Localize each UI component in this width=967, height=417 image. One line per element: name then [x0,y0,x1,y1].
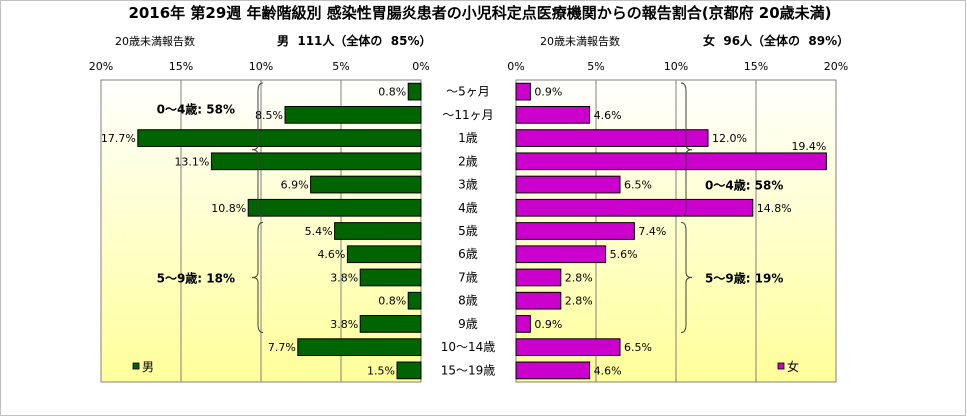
male-group-brace [251,82,264,217]
female-tick-label: 10% [664,60,688,73]
female-legend-swatch [777,362,785,370]
male-bar [346,245,422,264]
male-bar [210,152,422,171]
male-tick-label: 5% [332,60,349,73]
age-category-label: 1歳 [458,131,478,145]
female-bar [515,129,709,147]
female-tick-label: 20% [824,60,848,73]
female-value-label: 6.5% [624,179,652,192]
female-group-label: 5～9歳: 19% [705,270,783,285]
female-value-label: 5.6% [610,248,638,261]
chart-title: 2016年 第29週 年齢階級別 感染性胃腸炎患者の小児科定点医療機関からの報告… [128,4,831,22]
male-bar [359,268,422,287]
female-bar [515,222,635,240]
age-category-label: ～5ヶ月 [446,85,490,99]
male-bar [407,82,422,101]
male-group-label: 5～9歳: 18% [157,270,235,285]
female-tick-label: 5% [587,60,604,73]
female-header-left: 20歳未満報告数 [540,35,620,48]
female-value-label: 4.6% [594,109,622,122]
female-value-label: 14.8% [757,202,792,215]
female-bar [515,245,607,264]
male-bar [334,222,422,240]
female-value-label: 4.6% [594,364,622,377]
female-value-label: 6.5% [624,341,652,354]
male-value-label: 3.8% [330,318,358,331]
female-value-label: 2.8% [565,271,593,284]
male-value-label: 1.5% [367,364,395,377]
male-legend-label: 男 [142,360,154,374]
male-bar [310,175,422,194]
female-bar [515,291,562,310]
male-tick-label: 10% [249,60,273,73]
male-bar [137,129,422,147]
male-value-label: 5.4% [305,225,333,238]
age-category-label: 10～14歳 [441,340,496,354]
male-group-brace [251,221,264,334]
male-tick-label: 15% [169,60,193,73]
female-bar [515,198,754,217]
male-bar [297,338,422,357]
age-category-label: 3歳 [458,178,478,192]
female-group-brace [680,221,693,334]
male-value-label: 0.8% [378,86,406,99]
age-category-label: 4歳 [458,201,478,215]
female-legend-label: 女 [787,359,799,374]
female-bar [515,105,591,124]
male-group-label: 0～4歳: 58% [157,102,235,117]
female-header-right: 女 96人（全体の 89%） [703,33,849,48]
male-value-label: 0.8% [378,295,406,308]
female-value-label: 7.4% [638,225,666,238]
male-value-label: 3.8% [330,271,358,284]
female-bar [515,338,621,357]
female-value-label: 0.9% [534,86,562,99]
female-bar [515,82,531,101]
male-bar [359,315,422,333]
male-value-label: 8.5% [255,109,283,122]
age-category-label: 6歳 [458,247,478,261]
male-value-label: 13.1% [174,155,209,168]
female-bar [515,268,562,287]
female-bar [515,152,827,171]
female-tick-label: 15% [744,60,768,73]
male-legend-swatch [132,362,140,370]
male-value-label: 4.6% [317,248,345,261]
age-category-label: 7歳 [458,270,478,284]
age-category-label: 15～19歳 [441,363,496,377]
female-bar [515,315,531,333]
male-header-left: 20歳未満報告数 [115,35,195,48]
male-bar [284,105,422,124]
female-group-brace [680,82,693,217]
female-value-label: 2.8% [565,295,593,308]
male-bar [247,198,422,217]
male-header-right: 男 111人（全体の 85%） [277,33,431,48]
age-category-label: ～11ヶ月 [442,108,493,122]
female-value-label: 12.0% [712,132,747,145]
male-tick-label: 20% [89,60,113,73]
female-bar [515,361,591,380]
male-tick-label: 0% [412,60,429,73]
age-category-label: 9歳 [458,317,478,331]
male-bar [396,361,422,380]
male-value-label: 6.9% [281,179,309,192]
male-value-label: 10.8% [211,202,246,215]
female-bar [515,175,621,194]
age-category-label: 2歳 [458,154,478,168]
age-category-label: 5歳 [458,224,478,238]
age-category-label: 8歳 [458,294,478,308]
female-value-label: 0.9% [534,318,562,331]
female-value-label: 19.4% [791,140,826,153]
male-value-label: 7.7% [268,341,296,354]
female-tick-label: 0% [507,60,524,73]
male-value-label: 17.7% [101,132,136,145]
female-group-label: 0～4歳: 58% [705,178,783,193]
male-bar [407,291,422,310]
